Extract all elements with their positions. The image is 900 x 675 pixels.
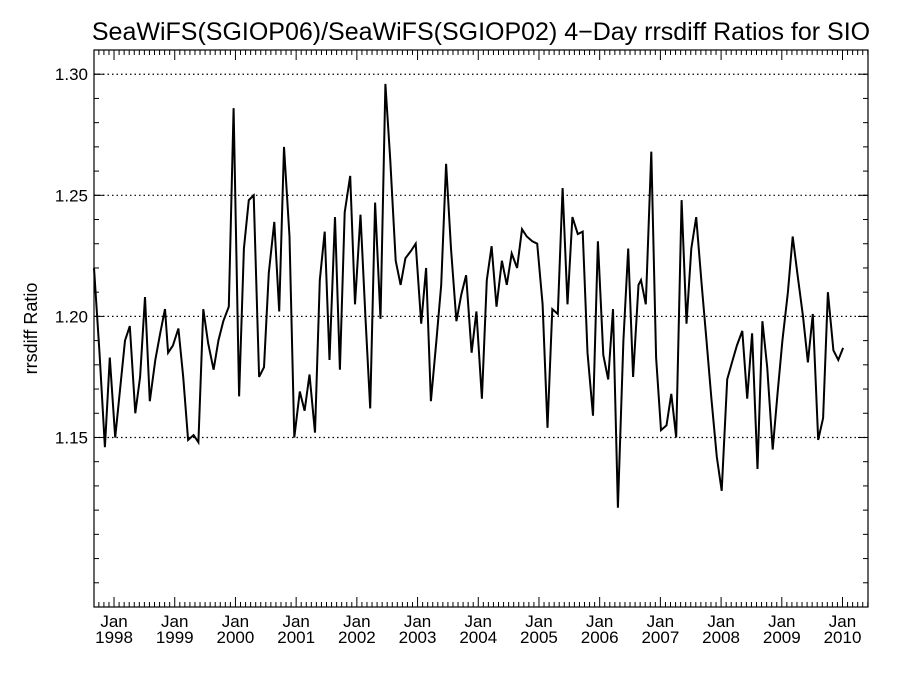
x-tick-label-year: 2010 <box>824 628 862 647</box>
y-tick-label: 1.15 <box>55 428 88 447</box>
x-tick-label-month: Jan <box>768 612 795 631</box>
x-tick-label-year: 2009 <box>763 628 801 647</box>
axes <box>93 49 869 608</box>
x-tick-label-month: Jan <box>465 612 492 631</box>
x-tick-label-month: Jan <box>586 612 613 631</box>
x-tick-label-month: Jan <box>404 612 431 631</box>
x-tick-label-year: 2001 <box>277 628 315 647</box>
x-tick-label-year: 1998 <box>95 628 133 647</box>
x-tick-label-year: 1999 <box>156 628 194 647</box>
x-tick-label-year: 2003 <box>399 628 437 647</box>
plot-frame <box>93 49 869 608</box>
series-line <box>93 83 845 508</box>
chart-title: SeaWiFS(SGIOP06)/SeaWiFS(SGIOP02) 4−Day … <box>92 18 870 46</box>
x-tick-label-month: Jan <box>647 612 674 631</box>
x-tick-label-month: Jan <box>100 612 127 631</box>
x-tick-label-year: 2008 <box>702 628 740 647</box>
gridlines <box>94 73 868 439</box>
series-layer <box>93 83 845 508</box>
y-axis-label: rrsdiff Ratio <box>21 283 41 375</box>
x-tick-label-month: Jan <box>707 612 734 631</box>
x-tick-label-year: 2000 <box>217 628 255 647</box>
x-tick-label-month: Jan <box>829 612 856 631</box>
y-tick-label: 1.30 <box>55 65 88 84</box>
x-tick-label-month: Jan <box>282 612 309 631</box>
x-tick-label-month: Jan <box>161 612 188 631</box>
x-tick-label-year: 2004 <box>459 628 497 647</box>
x-tick-label-year: 2006 <box>581 628 619 647</box>
x-tick-label-year: 2007 <box>641 628 679 647</box>
y-tick-label: 1.25 <box>55 186 88 205</box>
x-tick-label-year: 2002 <box>338 628 376 647</box>
x-tick-label-month: Jan <box>525 612 552 631</box>
x-tick-label-month: Jan <box>343 612 370 631</box>
y-tick-label: 1.20 <box>55 307 88 326</box>
x-tick-label-month: Jan <box>222 612 249 631</box>
x-tick-label-year: 2005 <box>520 628 558 647</box>
tick-labels: 1.151.201.251.30Jan1998Jan1999Jan2000Jan… <box>55 65 862 647</box>
